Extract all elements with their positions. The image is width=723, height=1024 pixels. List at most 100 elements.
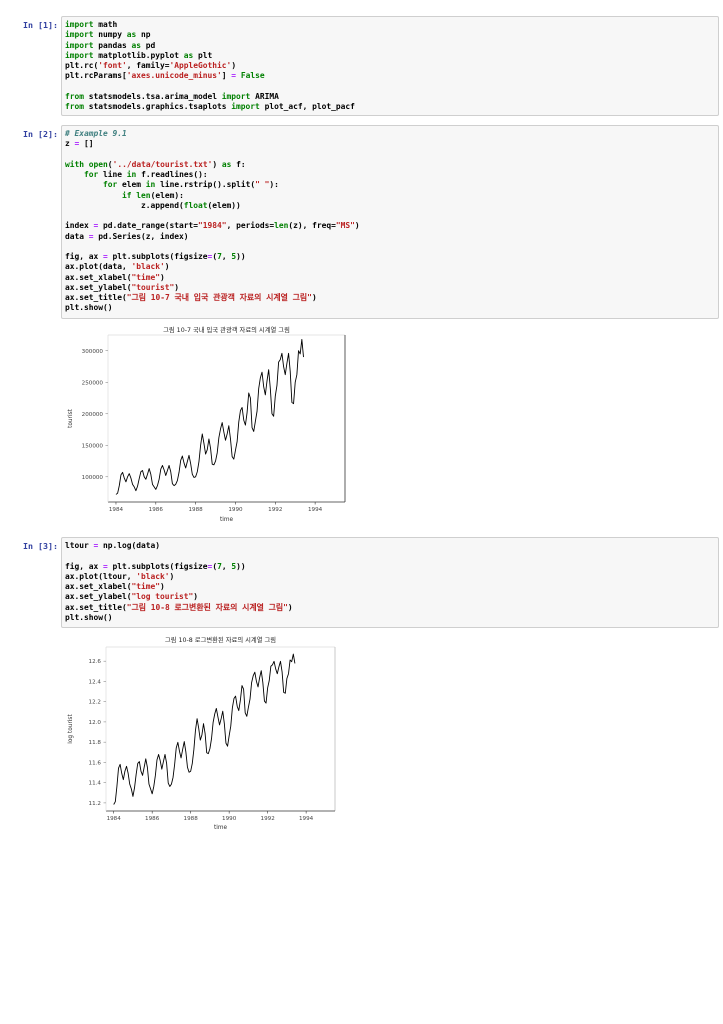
code-token: pd [141, 40, 156, 50]
code-token: = [93, 541, 99, 550]
code-token: import [231, 102, 260, 111]
x-tick-label: 1990 [222, 816, 237, 822]
output-plot-2: 그림 10-8 로그변환된 자료의 시계열 그림 1984 1986 1988 1990… [62, 631, 352, 837]
code-token: ax.set_xlabel( [65, 272, 132, 282]
y-axis-label: log tourist [68, 714, 74, 744]
code-token: ) [354, 221, 360, 231]
code-token: , [221, 561, 232, 571]
code-token: "log tourist" [131, 592, 194, 602]
code-token: import [65, 40, 94, 50]
code-token: ) [160, 272, 165, 282]
code-editor[interactable]: # Example 9.1 z = [] with open('../data/to… [65, 129, 360, 314]
code-token: ): [269, 180, 279, 190]
code-token: len [136, 190, 151, 200]
code-token: # Example 9.1 [65, 129, 127, 138]
code-line: ax.plot(ltour, 'black') [65, 572, 293, 582]
code-line: ax.set_xlabel("time") [65, 582, 293, 592]
code-token: data [65, 231, 89, 241]
code-line [65, 82, 355, 92]
code-token: "time" [131, 582, 161, 591]
code-token: plt.rcParams[ [65, 71, 127, 81]
chart-svg: 그림 10-7 국내 입국 관광객 자료의 시계열 그림 1984 1986 1988… [68, 325, 346, 523]
code-token: "1984" [198, 221, 227, 231]
code-token: ) [169, 571, 175, 581]
code-token: in [145, 180, 156, 190]
code-token: "time" [131, 272, 161, 282]
code-cell-2[interactable]: # Example 9.1 z = [] with open('../data/to… [61, 125, 719, 319]
code-token: fig, ax [65, 561, 104, 571]
code-line: data = pd.Series(z, index) [65, 232, 360, 242]
code-token: plt.rc( [65, 61, 99, 70]
code-token: pd.Series(z, index) [93, 231, 189, 241]
code-token: (z), freq= [288, 221, 336, 231]
code-token: ax.set_xlabel( [65, 582, 132, 591]
x-tick-label: 1984 [107, 816, 122, 822]
code-line [65, 551, 293, 561]
code-cell-3[interactable]: ltour = np.log(data) fig, ax = plt.subplo… [61, 537, 719, 628]
code-line [65, 211, 360, 221]
y-tick-label: 200000 [82, 412, 104, 418]
code-line: import pandas as pd [65, 41, 355, 51]
code-token: z.append( [65, 200, 184, 210]
code-line: import matplotlib.pyplot as plt [65, 51, 355, 61]
code-line: plt.show() [65, 613, 293, 623]
code-line: ax.set_title("그림 10-8 로그변환된 자료의 시계열 그림") [65, 603, 293, 613]
code-token: in [126, 170, 137, 179]
y-tick-label: 11.4 [89, 781, 102, 787]
x-axis-label: time [220, 517, 234, 523]
code-token: f: [231, 159, 246, 169]
code-token: 7 [217, 561, 222, 571]
y-tick-label: 12.4 [89, 679, 102, 685]
code-token: )) [236, 561, 246, 571]
code-line: from statsmodels.tsa.arima_model import … [65, 92, 355, 102]
y-tick-label: 150000 [82, 443, 104, 449]
code-token: 7 [217, 252, 222, 261]
code-token: "MS" [335, 221, 355, 231]
x-tick-label: 1984 [109, 507, 124, 513]
code-cell-1[interactable]: import math import numpy as np import pand… [61, 16, 719, 116]
code-token: ax.plot(data, [65, 262, 132, 272]
code-token: statsmodels.tsa.arima_model [84, 91, 222, 101]
code-token: pandas [93, 40, 132, 50]
x-axis-label: time [214, 825, 228, 831]
code-token: z [65, 139, 75, 149]
x-tick-label: 1988 [184, 816, 199, 822]
code-token: pd.date_range(start= [98, 221, 199, 231]
chart-title: 그림 10-7 국내 입국 관광객 자료의 시계열 그림 [163, 325, 290, 334]
code-line: # Example 9.1 [65, 129, 360, 139]
code-token: ) [174, 282, 180, 292]
code-token: if [122, 190, 132, 200]
code-token: = [88, 231, 94, 241]
code-token: = [231, 71, 237, 81]
code-token: plt [193, 50, 213, 60]
code-line: plt.rc('font', family='AppleGothic') [65, 61, 355, 71]
code-token: ) [193, 592, 199, 602]
x-tick-label: 1992 [268, 507, 282, 513]
cell-1-prompt: In [1]: [23, 20, 58, 30]
x-tick-label: 1994 [308, 507, 323, 513]
code-line: ax.plot(data, 'black') [65, 262, 360, 272]
code-token: np.log(data) [98, 541, 161, 550]
code-token: ) [231, 61, 237, 70]
code-token: ) [287, 602, 293, 612]
code-token [65, 191, 122, 200]
cell-3-prompt: In [3]: [23, 541, 58, 551]
code-token: ) [164, 262, 170, 272]
code-token: ax.set_ylabel( [65, 282, 132, 292]
code-token: False [240, 71, 265, 81]
code-token: index [65, 221, 94, 231]
code-token: from [65, 102, 85, 111]
code-line: import numpy as np [65, 30, 355, 40]
code-editor[interactable]: ltour = np.log(data) fig, ax = plt.subplo… [65, 541, 293, 623]
code-line: z = [] [65, 139, 360, 149]
code-token: as [126, 30, 137, 40]
code-token: plt.show() [65, 303, 113, 313]
code-token: ax.set_title( [65, 293, 127, 302]
code-token: = [103, 252, 108, 261]
code-token: = [74, 139, 80, 149]
code-editor[interactable]: import math import numpy as np import pand… [65, 20, 355, 112]
y-tick-label: 300000 [82, 349, 104, 355]
code-token: 'font' [98, 61, 127, 70]
code-token: = [207, 561, 213, 571]
x-tick-label: 1986 [149, 507, 164, 513]
